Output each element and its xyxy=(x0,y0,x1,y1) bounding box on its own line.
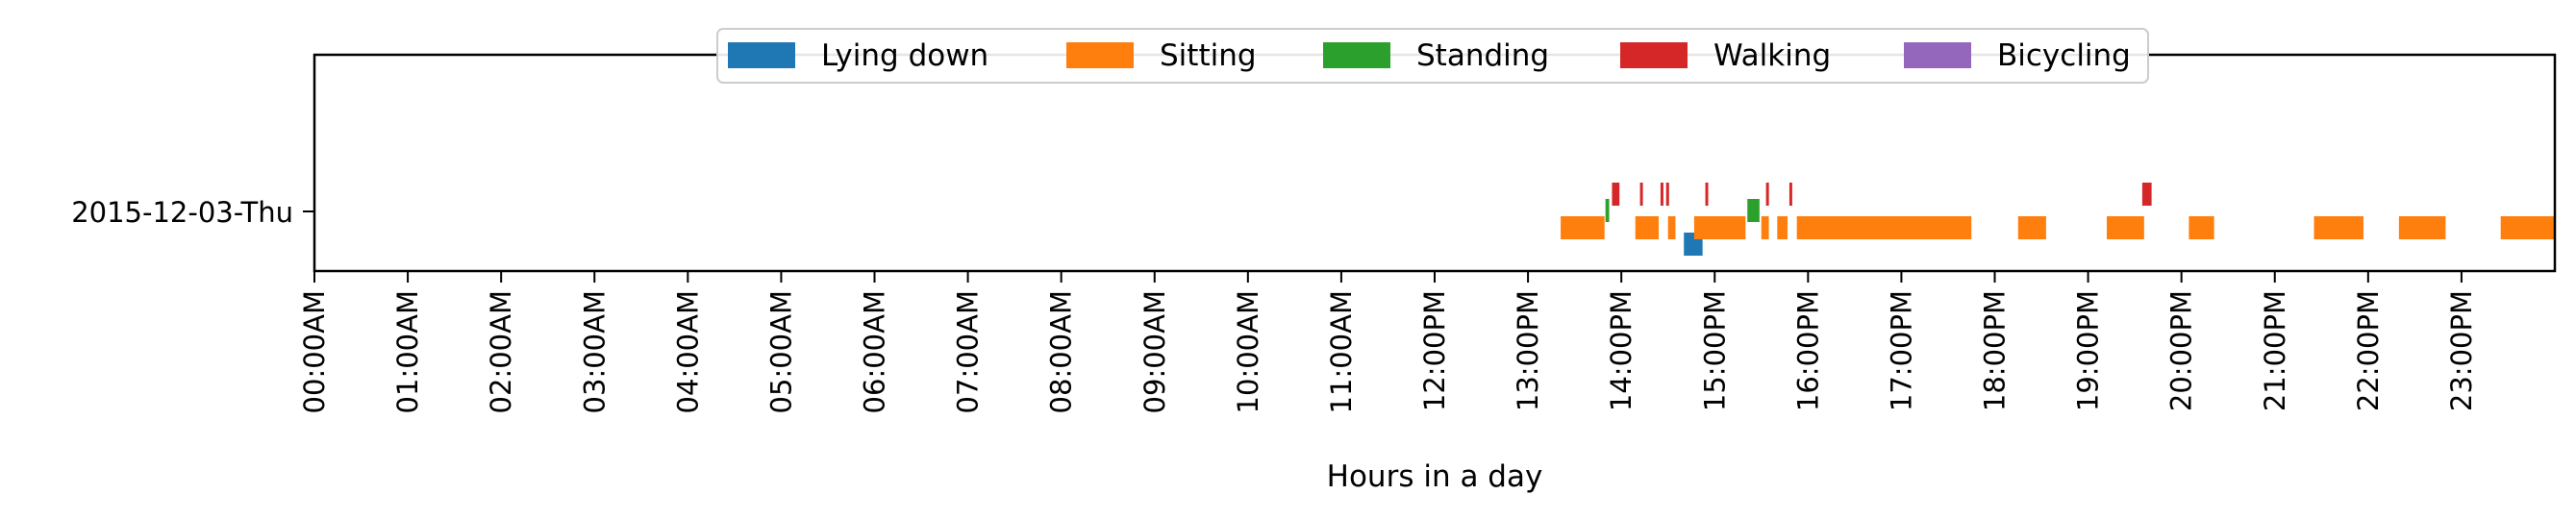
x-tick-label: 18:00PM xyxy=(1979,290,2012,411)
legend: Lying down Sitting Standing Walking Bicyclin… xyxy=(716,28,2149,84)
x-tick-label: 10:00AM xyxy=(1232,290,1264,413)
legend-label: Bicycling xyxy=(1997,38,2131,73)
y-axis: 2015-12-03-Thu xyxy=(71,196,314,229)
sitting-segment xyxy=(2017,216,2046,239)
legend-swatch xyxy=(1904,42,1971,68)
plot-frame xyxy=(313,53,2557,273)
legend-swatch xyxy=(1323,42,1390,68)
walking-segment xyxy=(1705,183,1709,206)
walking-segment xyxy=(1665,183,1669,206)
x-tick-label: 13:00PM xyxy=(1512,290,1544,411)
sitting-segment xyxy=(1761,216,1769,239)
x-tick-label: 14:00PM xyxy=(1605,290,1638,411)
walking-segment xyxy=(2141,183,2152,206)
sitting-segment xyxy=(2398,216,2446,239)
sitting-segment xyxy=(1796,216,1972,239)
legend-label: Walking xyxy=(1713,38,1831,73)
sitting-segment xyxy=(1667,216,1676,239)
x-tick-label: 16:00PM xyxy=(1791,290,1824,411)
x-tick-label: 11:00AM xyxy=(1325,290,1358,413)
x-tick-label: 05:00AM xyxy=(764,290,797,413)
legend-label: Standing xyxy=(1416,38,1549,73)
walking-segment xyxy=(1660,183,1663,206)
walking-segment xyxy=(1639,183,1643,206)
x-tick-label: 12:00PM xyxy=(1418,290,1451,411)
x-tick-label: 02:00AM xyxy=(485,290,517,413)
sitting-segment xyxy=(1693,216,1746,239)
sitting-segment xyxy=(2313,216,2363,239)
legend-swatch xyxy=(1066,42,1134,68)
x-tick-label: 08:00AM xyxy=(1045,290,1078,413)
sitting-segment xyxy=(2500,216,2555,239)
y-tick-label: 2015-12-03-Thu xyxy=(71,196,293,229)
legend-label: Sitting xyxy=(1160,38,1257,73)
standing-segment xyxy=(1605,199,1610,222)
walking-segment xyxy=(1612,183,1620,206)
legend-swatch xyxy=(728,42,795,68)
x-tick-label: 04:00AM xyxy=(671,290,704,413)
x-tick-label: 19:00PM xyxy=(2072,290,2105,411)
x-tick-label: 20:00PM xyxy=(2165,290,2198,411)
walking-segment xyxy=(1765,183,1769,206)
sitting-segment xyxy=(1635,216,1659,239)
x-tick-label: 09:00AM xyxy=(1138,290,1171,413)
x-tick-label: 17:00PM xyxy=(1885,290,1917,411)
x-tick-label: 07:00AM xyxy=(952,290,985,413)
legend-label: Lying down xyxy=(821,38,988,73)
sitting-segment xyxy=(1777,216,1788,239)
x-axis: 00:00AM 01:00AM 02:00AM 03:00AM 04:00AM 05:00… xyxy=(298,271,2478,413)
plot-marks xyxy=(1561,183,2555,256)
x-tick-label: 01:00AM xyxy=(391,290,424,413)
x-tick-label: 06:00AM xyxy=(859,290,891,413)
walking-segment xyxy=(1788,183,1792,206)
x-tick-label: 22:00PM xyxy=(2352,290,2385,411)
sitting-segment xyxy=(1561,216,1605,239)
standing-segment xyxy=(1747,199,1760,222)
x-tick-label: 00:00AM xyxy=(298,290,331,413)
x-tick-label: 23:00PM xyxy=(2445,290,2478,411)
sitting-segment xyxy=(2107,216,2144,239)
legend-swatch xyxy=(1620,42,1688,68)
x-axis-label: Hours in a day xyxy=(1327,459,1543,494)
x-tick-label: 03:00AM xyxy=(578,290,611,413)
sitting-segment xyxy=(2188,216,2214,239)
x-tick-label: 15:00PM xyxy=(1698,290,1731,411)
x-tick-label: 21:00PM xyxy=(2259,290,2291,411)
